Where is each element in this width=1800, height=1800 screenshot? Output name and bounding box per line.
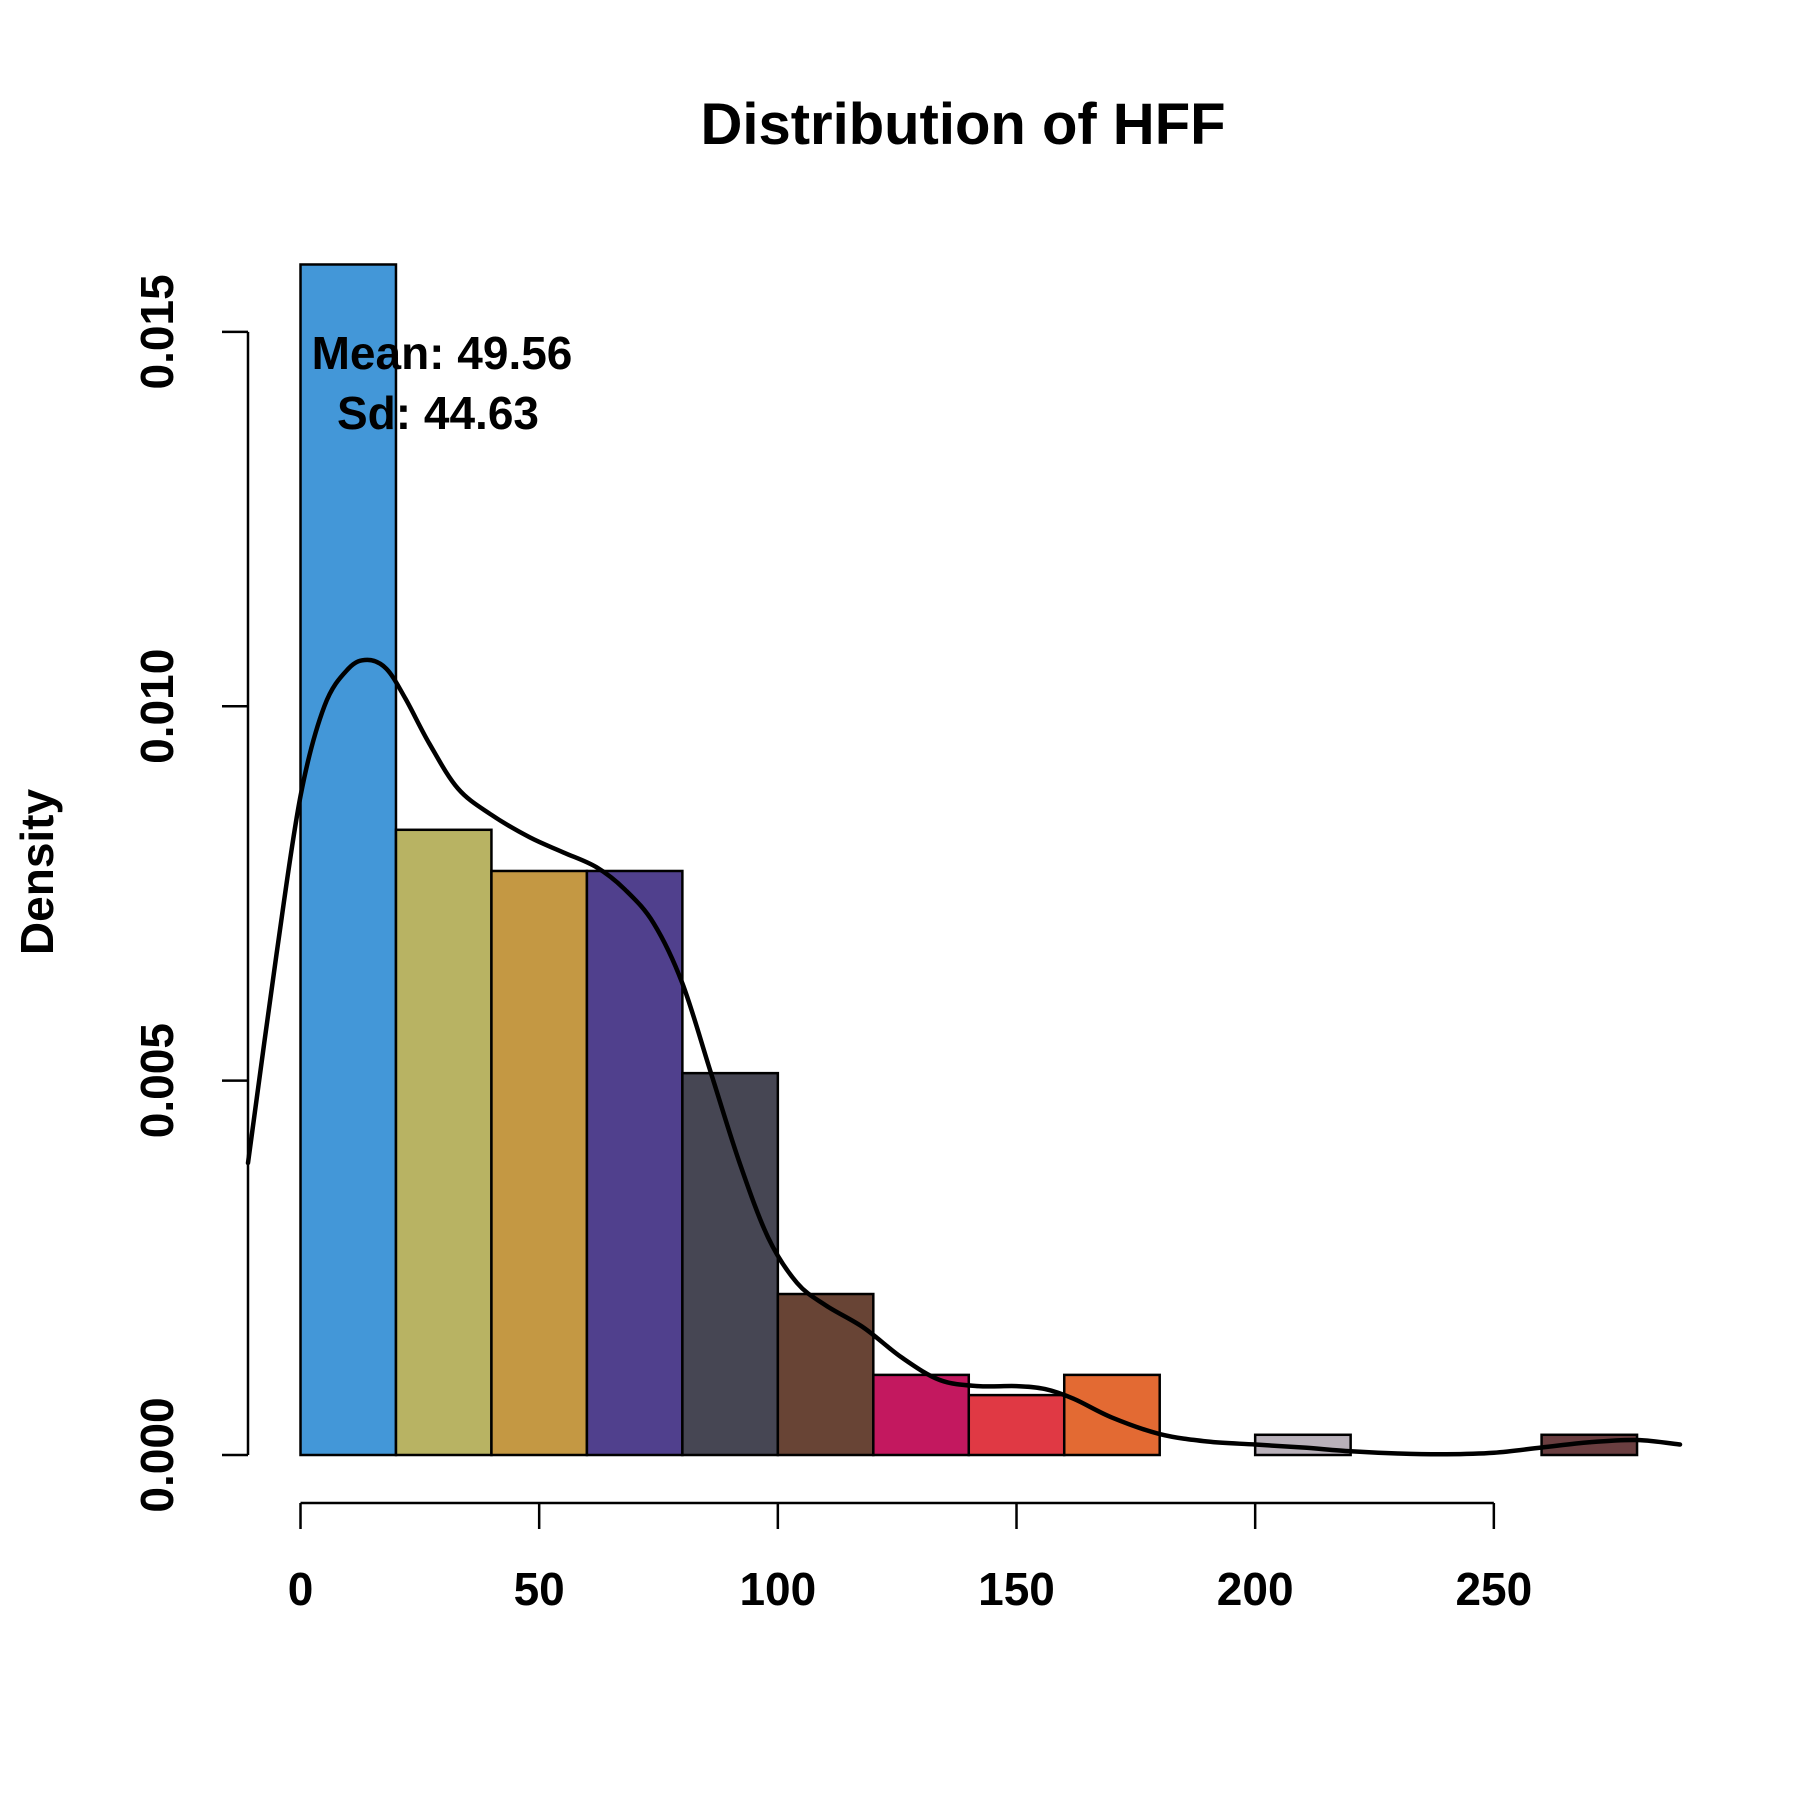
x-axis: 0 50 100 150 200 250	[288, 1501, 1532, 1615]
chart-title: Distribution of HFF	[700, 92, 1225, 157]
histogram-bar-1	[394, 828, 493, 1457]
histogram-bars	[299, 263, 1639, 1457]
x-tick-label-0: 0	[288, 1563, 314, 1615]
y-axis-label: Density	[11, 789, 63, 956]
stats-annotation: Mean: 49.56 Sd: 44.63	[312, 327, 573, 439]
x-tick-label-5: 250	[1455, 1563, 1532, 1615]
sd-annotation: Sd: 44.63	[337, 387, 539, 439]
y-tick-label-3: 0.015	[131, 274, 183, 389]
histogram-bar-7	[967, 1393, 1066, 1457]
histogram-bar-0	[299, 263, 398, 1457]
mean-annotation: Mean: 49.56	[312, 327, 573, 379]
y-axis: 0.000 0.005 0.010 0.015	[131, 274, 250, 1513]
y-tick-label-2: 0.010	[131, 649, 183, 764]
histogram-bar-2	[490, 869, 589, 1457]
y-tick-label-0: 0.000	[131, 1397, 183, 1512]
histogram-bar-5	[776, 1292, 875, 1457]
density-curve	[245, 657, 1683, 1457]
histogram-bar-8	[1062, 1373, 1161, 1457]
x-tick-label-4: 200	[1217, 1563, 1294, 1615]
x-tick-label-3: 150	[978, 1563, 1055, 1615]
histogram-bar-3	[585, 869, 684, 1457]
histogram-bar-6	[872, 1373, 971, 1457]
x-tick-label-1: 50	[514, 1563, 565, 1615]
density-curve-layer	[245, 657, 1683, 1457]
x-tick-label-2: 100	[739, 1563, 816, 1615]
y-tick-label-1: 0.005	[131, 1023, 183, 1138]
